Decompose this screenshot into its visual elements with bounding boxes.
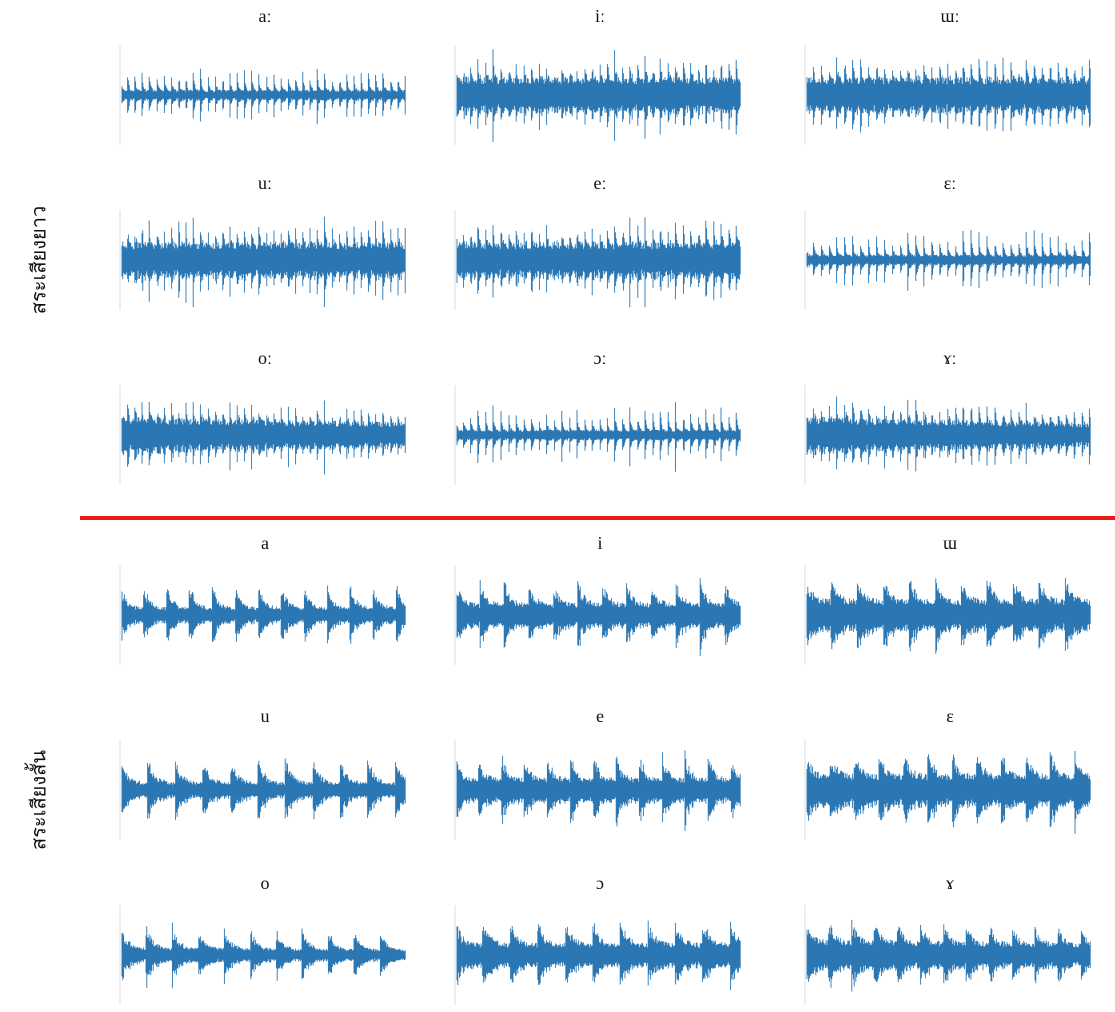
panel-label: ɔː <box>594 348 607 368</box>
waveform <box>807 396 1090 471</box>
waveform <box>807 578 1090 654</box>
waveform <box>457 578 740 656</box>
waveform <box>457 921 740 990</box>
panel-label: ɤː <box>944 348 957 368</box>
panel-label: u <box>261 706 270 726</box>
waveform <box>122 401 405 475</box>
waveform <box>457 49 740 142</box>
panel-label: ɯ <box>943 533 957 553</box>
panel-label: a <box>261 533 269 553</box>
panel-label: oː <box>258 348 272 368</box>
waveform <box>122 69 405 124</box>
panel-label: uː <box>258 173 272 193</box>
waveform <box>122 758 405 820</box>
panel-label: ɤ <box>946 873 954 893</box>
waveform <box>807 230 1090 291</box>
waveform <box>457 217 740 307</box>
waveform <box>457 750 740 831</box>
group-label: สระเสียงยาว <box>27 206 51 314</box>
panel-label: ɔ <box>596 873 604 893</box>
waveform <box>122 217 405 308</box>
figure: สระเสียงยาว สระเสียงสั้น aː iː ɯː uː eː ɛː oː ɔ… <box>0 0 1115 1012</box>
waveform <box>807 57 1090 132</box>
panel-label: eː <box>594 173 607 193</box>
panel-label: iː <box>595 6 605 26</box>
panel-label: ɛː <box>944 173 957 193</box>
panel-label: i <box>597 533 602 553</box>
panel-label: e <box>596 706 604 726</box>
waveform <box>807 751 1090 834</box>
waveform <box>457 402 740 472</box>
waveform <box>807 920 1090 992</box>
group-label: สระเสียงสั้น <box>25 750 51 850</box>
panel-label: ɯː <box>940 6 959 26</box>
waveform <box>122 586 405 644</box>
panel-label: ɛ <box>946 706 954 726</box>
panel-label: aː <box>259 6 272 26</box>
waveform <box>122 923 405 989</box>
panel-label: o <box>261 873 270 893</box>
